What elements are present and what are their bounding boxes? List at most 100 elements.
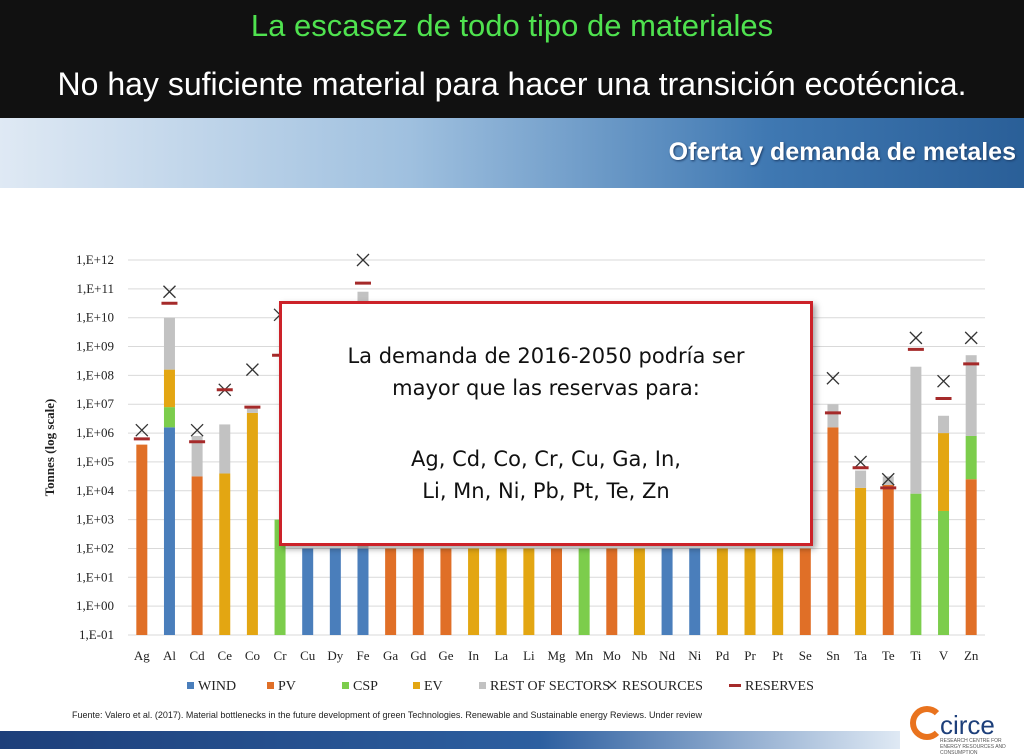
x-tick-label: Ag: [134, 648, 150, 663]
section-title: Oferta y demanda de metales: [668, 138, 1016, 166]
x-tick-label: Zn: [964, 648, 979, 663]
y-tick-label: 1,E+07: [76, 396, 115, 411]
legend-label: RESERVES: [745, 679, 814, 694]
bar-Al-wind: [163, 427, 175, 635]
x-tick-label: Dy: [327, 648, 343, 663]
bar-Gd-pv: [412, 548, 424, 635]
x-tick-label: Fe: [356, 648, 369, 663]
legend-label: PV: [278, 679, 296, 694]
bar-Zn-rest-of-sectors: [965, 355, 977, 436]
x-tick-label: Te: [882, 648, 895, 663]
callout-line-3: Ag, Cd, Co, Cr, Cu, Ga, In,: [411, 447, 681, 471]
legend-label: EV: [424, 679, 443, 694]
bar-Sn-rest-of-sectors: [827, 404, 839, 428]
callout-box: La demanda de 2016-2050 podría ser mayor…: [279, 301, 813, 546]
page-subtitle: No hay suficiente material para hacer un…: [57, 66, 967, 102]
legend-swatch: [479, 682, 486, 689]
bar-Cd-pv: [191, 476, 203, 635]
resources-marker: [826, 371, 840, 385]
y-axis-label: Tonnes (log scale): [42, 399, 57, 497]
bar-chart: 1,E-01 1,E+00 1,E+01 1,E+02 1,E+03 1,E+04 1,E+…: [42, 252, 985, 694]
y-tick-label: 1,E+05: [76, 454, 114, 469]
x-tick-label: Mo: [603, 648, 621, 663]
resources-marker: [163, 285, 176, 299]
x-tick-label: Ta: [854, 648, 867, 663]
callout-line-1: La demanda de 2016-2050 podría ser: [347, 344, 745, 368]
bar-Te-rest-of-sectors: [882, 476, 894, 485]
bar-Pd-ev: [716, 548, 728, 635]
x-tick-label: V: [939, 648, 949, 663]
x-tick-label: Cu: [300, 648, 316, 663]
x-tick-label: Ce: [218, 648, 233, 663]
bar-Te-pv: [882, 485, 894, 635]
y-tick-label: 1,E+10: [76, 310, 114, 325]
x-tick-label: Ti: [910, 648, 921, 663]
x-tick-label: Cd: [190, 648, 206, 663]
x-tick-label: Li: [523, 648, 535, 663]
callout-line-4: Li, Mn, Ni, Pb, Pt, Te, Zn: [422, 479, 670, 503]
x-tick-label: Se: [799, 648, 812, 663]
bar-La-ev: [495, 548, 507, 635]
bar-Ga-pv: [385, 548, 397, 635]
callout-line-2: mayor que las reservas para:: [392, 376, 700, 400]
legend-resources-icon: [607, 680, 617, 690]
bar-V-csp: [938, 510, 950, 635]
legend-swatch: [187, 682, 194, 689]
x-tick-label: La: [494, 648, 508, 663]
bar-Dy-wind: [329, 548, 341, 635]
y-tick-label: 1,E+01: [76, 569, 114, 584]
bar-Al-rest-of-sectors: [163, 317, 175, 370]
resources-marker: [881, 472, 895, 486]
bar-Nb-ev: [633, 548, 645, 635]
y-tick-label: 1,E+03: [76, 512, 114, 527]
legend-label: WIND: [198, 679, 236, 694]
x-tick-label: Ga: [383, 648, 398, 663]
x-tick-label: In: [468, 648, 479, 663]
bar-Ta-ev: [855, 487, 867, 635]
bar-Mo-pv: [606, 548, 618, 635]
bar-Fe-wind: [357, 548, 369, 635]
bar-Pt-ev: [772, 548, 784, 635]
resources-marker: [909, 331, 923, 345]
section-band: [0, 118, 1024, 188]
x-tick-label: Mn: [575, 648, 594, 663]
resources-marker: [854, 455, 868, 469]
bar-Ge-pv: [440, 548, 452, 635]
logo-name: circe: [940, 710, 995, 740]
resources-marker: [964, 331, 978, 345]
y-tick-label: 1,E+02: [76, 540, 114, 555]
bar-Ce-rest-of-sectors: [219, 424, 231, 474]
x-tick-label: Ni: [688, 648, 701, 663]
resources-marker: [245, 363, 259, 377]
bar-Zn-csp: [965, 435, 977, 480]
bar-In-ev: [468, 548, 480, 635]
legend-label: CSP: [353, 679, 378, 694]
bar-Mn-csp: [578, 548, 590, 635]
bar-Al-ev: [163, 369, 175, 408]
x-tick-label: Al: [163, 648, 176, 663]
bar-Ni-wind: [689, 548, 701, 635]
y-tick-label: 1,E+04: [76, 483, 115, 498]
bar-Pr-ev: [744, 548, 756, 635]
logo-tagline: RESEARCH CENTRE FOR ENERGY RESOURCES AND…: [940, 738, 1006, 756]
bar-Ta-rest-of-sectors: [855, 470, 867, 488]
bar-Ti-csp: [910, 493, 922, 635]
x-tick-label: Cr: [274, 648, 288, 663]
circe-logo: circe RESEARCH CENTRE FOR ENERGY RESOURC…: [910, 706, 1020, 756]
bar-Sn-pv: [827, 427, 839, 635]
x-tick-label: Ge: [438, 648, 453, 663]
legend-swatch: [267, 682, 274, 689]
x-tick-label: Sn: [826, 648, 840, 663]
y-tick-label: 1,E+00: [76, 598, 114, 613]
x-tick-label: Pd: [716, 648, 730, 663]
source-citation: Fuente: Valero et al. (2017). Material b…: [72, 710, 703, 720]
x-tick-label: Pt: [772, 648, 783, 663]
legend-swatch: [342, 682, 349, 689]
legend-swatch: [413, 682, 420, 689]
bar-Mg-pv: [551, 548, 562, 635]
resources-marker: [937, 374, 950, 388]
bar-Se-pv: [799, 548, 811, 635]
y-tick-label: 1,E+11: [76, 281, 114, 296]
x-tick-label: Pr: [744, 648, 756, 663]
bar-V-ev: [938, 433, 950, 511]
